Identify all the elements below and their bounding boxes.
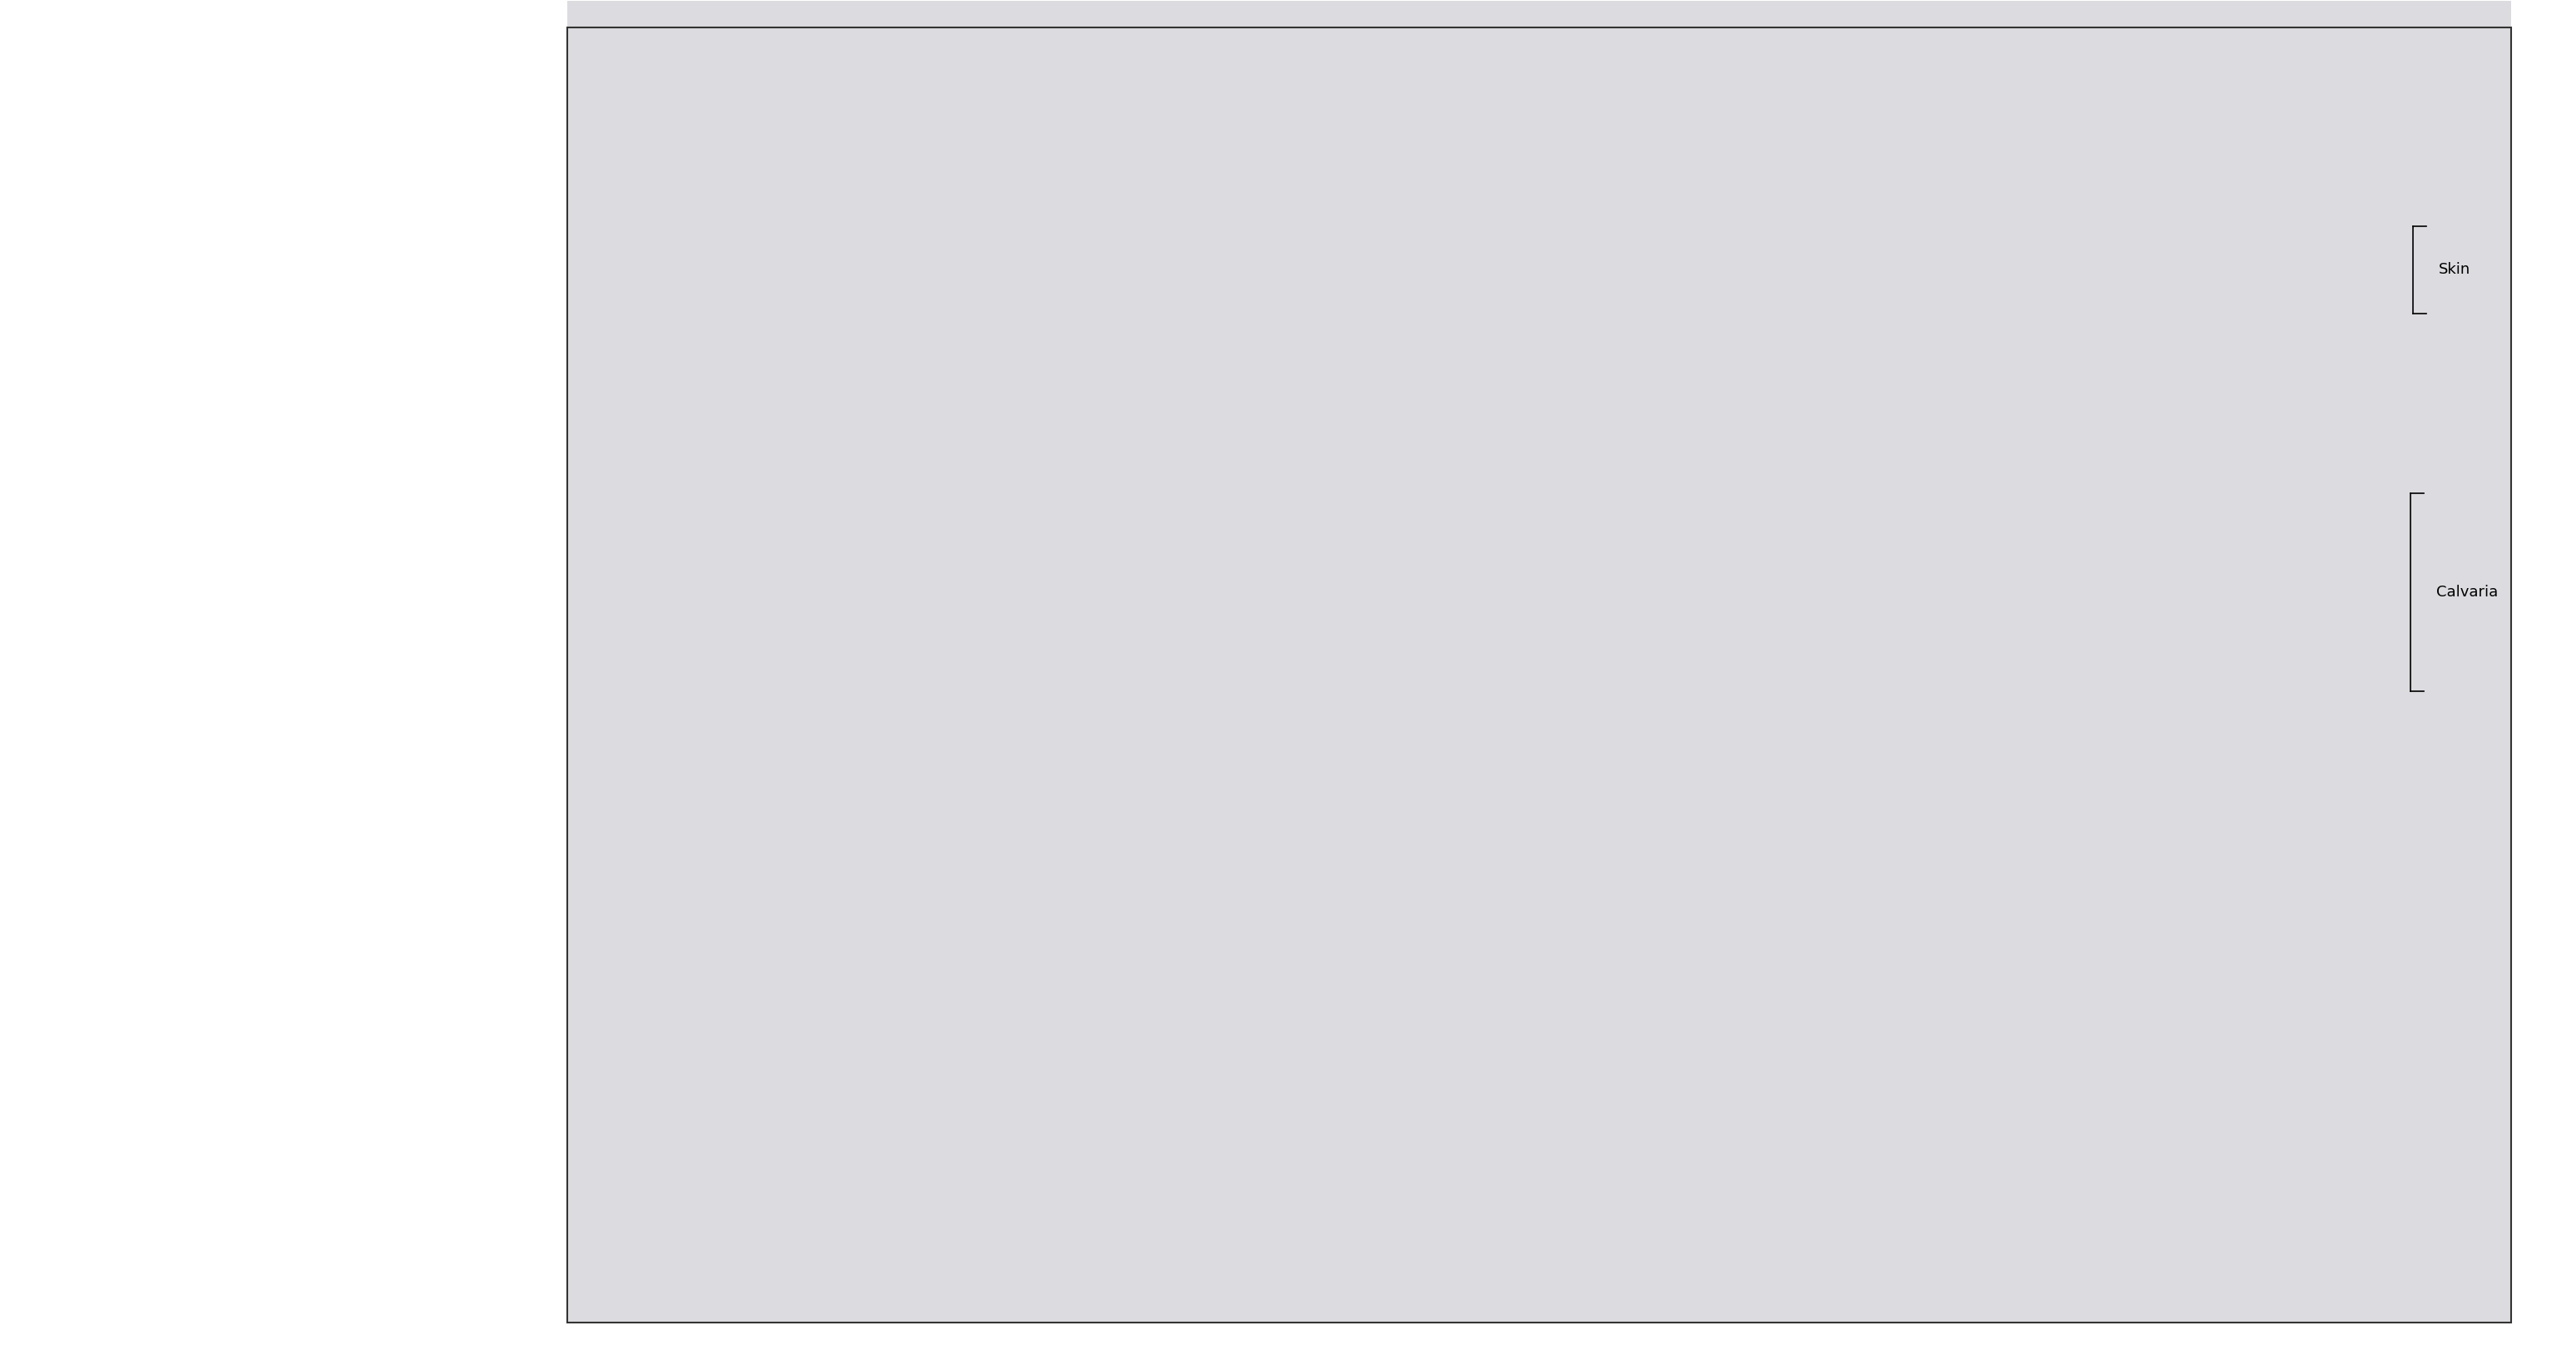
Bar	[567, 0, 2512, 1323]
Bar	[567, 0, 2512, 1323]
Bar	[567, 27, 2512, 1323]
Text: Calvaria: Calvaria	[2437, 585, 2499, 599]
Text: Skin: Skin	[2439, 262, 2470, 277]
Bar	[567, 27, 2512, 1323]
